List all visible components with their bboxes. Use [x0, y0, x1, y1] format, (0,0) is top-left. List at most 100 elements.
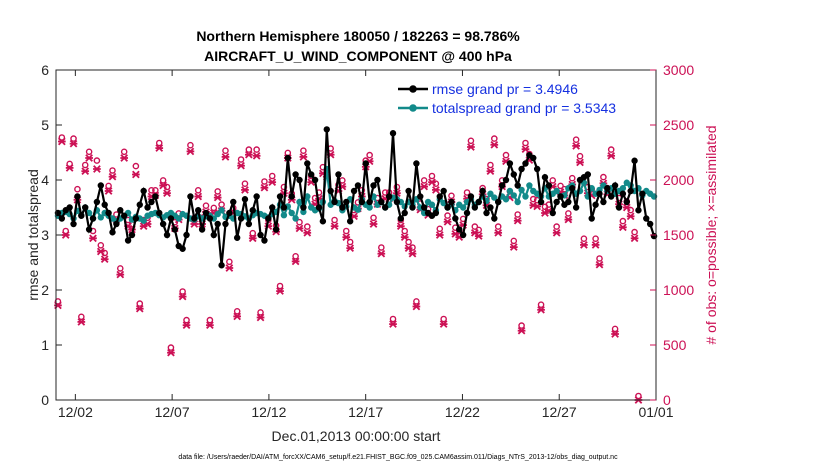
- rmse-point: [339, 204, 346, 211]
- x-tick-label: 12/12: [251, 404, 286, 420]
- rmse-point: [66, 204, 73, 211]
- obs-assimilated-point: [252, 151, 261, 160]
- obs-assimilated-point: [206, 321, 214, 330]
- obs-assimilated-point: [467, 143, 475, 151]
- obs-possible-point: [206, 316, 214, 324]
- rmse-point: [249, 207, 256, 214]
- rmse-point: [89, 215, 97, 222]
- rmse-point: [530, 154, 537, 162]
- obs-possible-point: [331, 216, 338, 224]
- rmse-point: [533, 165, 541, 173]
- obs-assimilated-point: [595, 260, 604, 269]
- obs-assimilated-point: [268, 178, 277, 187]
- rmse-point: [171, 226, 179, 233]
- legend-rmse-marker: [409, 85, 417, 93]
- rmse-point: [565, 198, 572, 206]
- rmse-point: [276, 193, 284, 200]
- obs-possible-point: [261, 178, 268, 185]
- obs-possible-point: [292, 252, 299, 260]
- rmse-point: [440, 187, 447, 195]
- totalspread-point: [214, 210, 221, 218]
- obs-assimilated-point: [276, 287, 284, 295]
- obs-assimilated-point: [89, 234, 97, 243]
- obs-assimilated-point: [474, 232, 483, 240]
- obs-possible-point: [300, 147, 307, 154]
- obs-assimilated-point: [213, 193, 222, 202]
- rmse-point: [230, 198, 237, 206]
- rmse-point: [436, 193, 443, 200]
- y-left-tick-label: 4: [41, 172, 49, 188]
- totalspread-point: [292, 215, 299, 222]
- obs-assimilated-point: [552, 228, 561, 237]
- obs-possible-point: [631, 228, 638, 236]
- rmse-point: [346, 218, 354, 225]
- obs-assimilated-point: [428, 178, 436, 187]
- obs-assimilated-point: [241, 186, 249, 194]
- obs-assimilated-point: [237, 161, 245, 170]
- obs-assimilated-point: [377, 249, 386, 258]
- obs-assimilated-point: [619, 223, 627, 232]
- obs-assimilated-point: [299, 153, 308, 161]
- totalspread-point: [502, 196, 510, 203]
- obs-possible-point: [120, 148, 128, 156]
- obs-assimilated-point: [400, 233, 409, 242]
- obs-possible-point: [537, 301, 545, 309]
- obs-possible-point: [70, 135, 77, 142]
- rmse-point: [85, 226, 93, 233]
- rmse-point: [405, 187, 412, 195]
- y-left-tick-label: 1: [41, 337, 49, 353]
- obs-assimilated-point: [513, 216, 522, 225]
- obs-possible-point: [276, 282, 284, 290]
- rmse-point: [378, 198, 385, 206]
- rmse-point: [187, 193, 194, 200]
- obs-possible-point: [148, 186, 155, 194]
- rmse-point: [195, 207, 202, 214]
- obs-assimilated-point: [65, 164, 74, 172]
- obs-possible-point: [370, 214, 377, 222]
- rmse-point: [448, 198, 455, 206]
- obs-assimilated-point: [404, 244, 413, 253]
- rmse-point: [101, 201, 108, 208]
- rmse-point: [432, 209, 440, 217]
- rmse-point: [374, 176, 381, 184]
- rmse-point: [444, 204, 451, 211]
- obs-assimilated-point: [155, 144, 164, 152]
- obs-possible-point: [405, 238, 412, 246]
- rmse-point: [611, 182, 619, 189]
- obs-assimilated-point: [439, 320, 448, 328]
- rmse-point: [241, 196, 249, 203]
- rmse-point: [128, 231, 136, 239]
- plot-area: [56, 70, 656, 400]
- rmse-point: [93, 198, 101, 206]
- rmse-point: [226, 209, 233, 217]
- obs-possible-point: [553, 223, 560, 230]
- obs-assimilated-point: [572, 142, 580, 150]
- rmse-point: [498, 182, 506, 189]
- obs-assimilated-point: [58, 137, 66, 146]
- rmse-point: [311, 176, 319, 184]
- obs-assimilated-point: [132, 170, 140, 179]
- rmse-point: [475, 198, 482, 206]
- legend-box: [390, 78, 652, 120]
- rmse-point: [253, 193, 260, 200]
- rmse-point: [514, 182, 521, 189]
- y-axis-left: 0 1 2 3 4 5 6: [41, 62, 62, 408]
- totalspread-point: [296, 198, 303, 206]
- obs-possible-point: [268, 172, 276, 180]
- obs-assimilated-point: [295, 224, 304, 233]
- rmse-point: [179, 245, 186, 252]
- rmse-point: [206, 215, 214, 222]
- rmse-point: [167, 215, 175, 222]
- rmse-point: [315, 204, 323, 211]
- legend-spread-label: totalspread grand pr = 3.5343: [432, 100, 616, 116]
- obs-possible-point: [436, 225, 444, 233]
- y-right-tick-label: 3000: [663, 62, 694, 78]
- rmse-point: [304, 160, 311, 167]
- obs-possible-point: [463, 189, 471, 196]
- rmse-point: [265, 215, 272, 222]
- obs-possible-point: [568, 174, 576, 182]
- rmse-point: [397, 215, 405, 222]
- obs-assimilated-point: [245, 150, 253, 159]
- obs-assimilated-point: [93, 165, 101, 173]
- y-left-tick-label: 2: [41, 282, 49, 298]
